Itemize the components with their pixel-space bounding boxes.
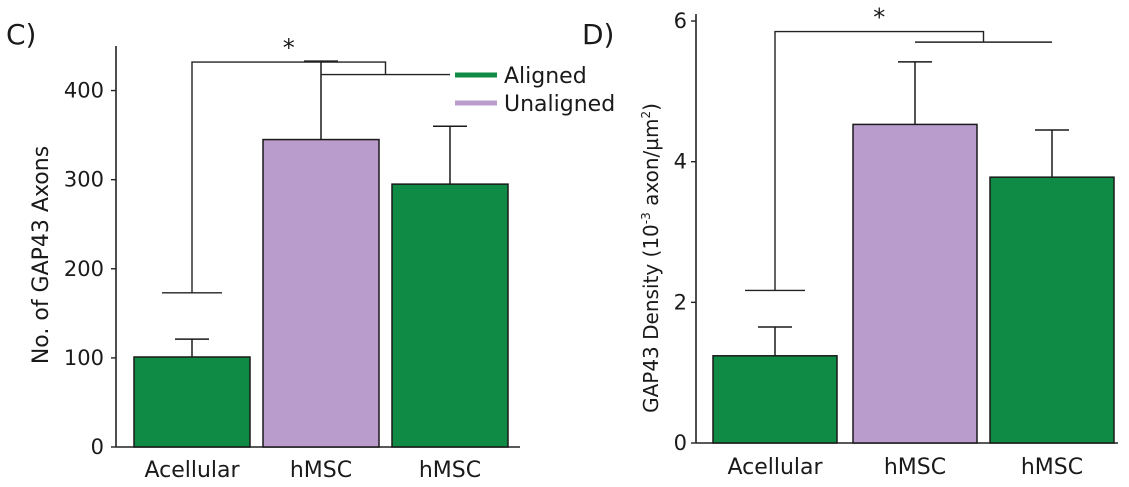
y-tick-label: 300	[64, 168, 104, 192]
bars-d: Acellular hMSC hMSC	[712, 61, 1115, 480]
significance-bracket-d: *	[745, 4, 1052, 292]
chart-panel-c: C) No. of GAP43 Axons 0 100 200 300 400 Acel…	[6, 18, 615, 483]
bar	[391, 183, 509, 448]
bar	[712, 355, 838, 444]
bar	[989, 176, 1115, 444]
y-axis-label-d-main: GAP43 Density (10	[639, 224, 663, 413]
y-axis-label-d: GAP43 Density (10-3 axon/µm2)	[639, 103, 663, 413]
category-label: hMSC	[1021, 455, 1083, 480]
category-label: hMSC	[290, 458, 352, 483]
y-tick-label: 200	[64, 257, 104, 281]
y-tick-label: 400	[64, 79, 104, 103]
panel-label-c: C)	[6, 18, 36, 51]
bars-c: Acellular hMSC hMSC	[133, 60, 509, 483]
y-axis-label-d-mid: axon/µm	[639, 119, 663, 213]
y-tick-label: 0	[674, 431, 687, 455]
significance-star: *	[873, 4, 885, 32]
significance-star: *	[283, 34, 295, 62]
panel-label-d: D)	[582, 18, 614, 51]
bar	[133, 356, 251, 448]
bracket-line	[191, 61, 387, 293]
y-axis-label-c: No. of GAP43 Axons	[29, 146, 54, 364]
y-tick-label: 6	[674, 9, 687, 33]
y-axis-label-d-sup2: 2	[639, 111, 653, 119]
y-axis-label-d-end: )	[639, 103, 663, 111]
significance-bracket-c: *	[162, 34, 450, 294]
legend-label-unaligned: Unaligned	[504, 92, 615, 117]
legend: Aligned Unaligned	[455, 64, 615, 117]
y-tick-label: 100	[64, 346, 104, 370]
category-label: hMSC	[419, 458, 481, 483]
category-label: hMSC	[884, 455, 946, 480]
y-tick-label: 4	[674, 150, 687, 174]
y-tick-label: 2	[674, 290, 687, 314]
category-label: Acellular	[727, 455, 823, 480]
y-axis-label-d-sup1: -3	[639, 212, 653, 224]
bar	[262, 138, 380, 448]
bar	[852, 123, 978, 444]
category-label: Acellular	[144, 458, 240, 483]
bracket-line	[774, 30, 985, 291]
legend-label-aligned: Aligned	[504, 64, 587, 89]
y-tick-label: 0	[91, 435, 104, 459]
